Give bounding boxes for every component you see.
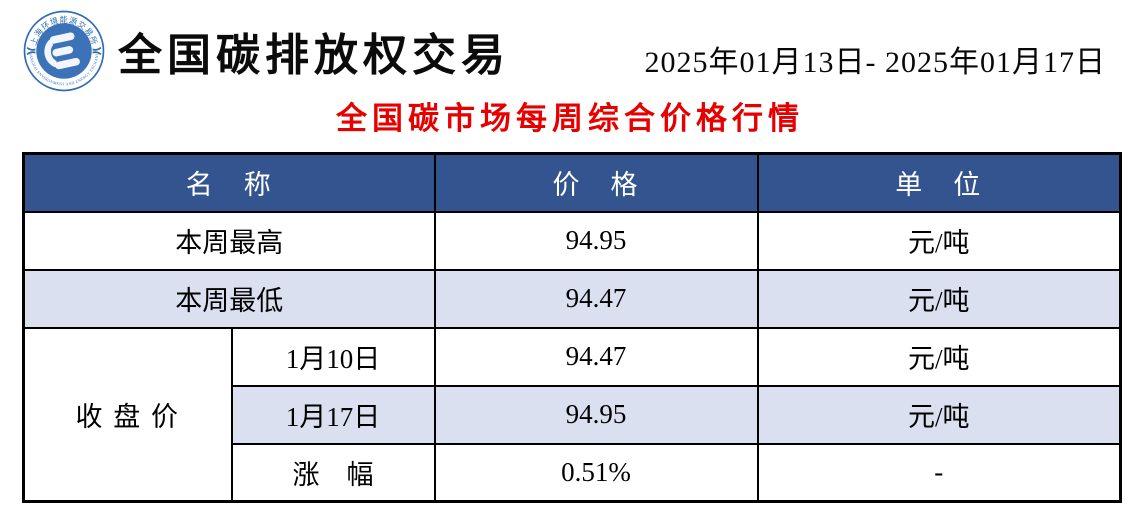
- cell-name: 1月17日: [230, 384, 436, 445]
- cell-price: 94.47: [433, 268, 759, 329]
- logo-wing-right: [92, 46, 102, 56]
- cell-price: 94.95: [433, 384, 759, 445]
- table-row-close-jan17: 1月17日 94.95 元/吨: [24, 384, 1122, 445]
- cell-unit: 元/吨: [756, 268, 1122, 329]
- table-row-close-jan10: 收 盘 价 1月10日 94.47 元/吨: [22, 326, 1122, 503]
- logo-e-mark: [44, 32, 80, 70]
- exchange-logo-icon: 上海环境能源交易所 SHANGHAI ENVIRONMENT AND ENERG…: [22, 9, 105, 92]
- cell-unit: -: [756, 442, 1122, 503]
- table-header-row: 名 称 价 格 单 位: [22, 152, 1122, 213]
- cell-price: 94.95: [433, 210, 759, 271]
- price-table: 名 称 价 格 单 位 本周最高 94.95 元/吨 本周最低 94.47 元/…: [22, 152, 1122, 503]
- cell-unit: 元/吨: [756, 210, 1122, 271]
- cell-name: 本周最低: [22, 268, 436, 329]
- table-row-week-high: 本周最高 94.95 元/吨: [22, 210, 1122, 271]
- table-row-change: 涨 幅 0.51% -: [24, 442, 1122, 503]
- column-header-price: 价 格: [433, 152, 759, 213]
- table-row-week-low: 本周最低 94.47 元/吨: [22, 268, 1122, 329]
- column-header-unit: 单 位: [756, 152, 1122, 213]
- logo-wing-left: [26, 46, 36, 56]
- cell-group-closing-price: 收 盘 价: [22, 326, 233, 503]
- cell-name: 本周最高: [22, 210, 436, 271]
- brand-title: 全国碳排放权交易: [118, 31, 510, 80]
- date-range: 2025年01月13日- 2025年01月17日: [644, 46, 1106, 79]
- cell-unit: 元/吨: [756, 384, 1122, 445]
- cell-price: 0.51%: [433, 442, 759, 503]
- cell-unit: 元/吨: [756, 326, 1122, 387]
- column-header-name: 名 称: [22, 152, 436, 213]
- cell-name: 1月10日: [230, 326, 436, 387]
- cell-price: 94.47: [433, 326, 759, 387]
- topbar: 上海环境能源交易所 SHANGHAI ENVIRONMENT AND ENERG…: [22, 8, 1106, 94]
- page-title: 全国碳市场每周综合价格行情: [336, 101, 804, 136]
- cell-name: 涨 幅: [230, 442, 436, 503]
